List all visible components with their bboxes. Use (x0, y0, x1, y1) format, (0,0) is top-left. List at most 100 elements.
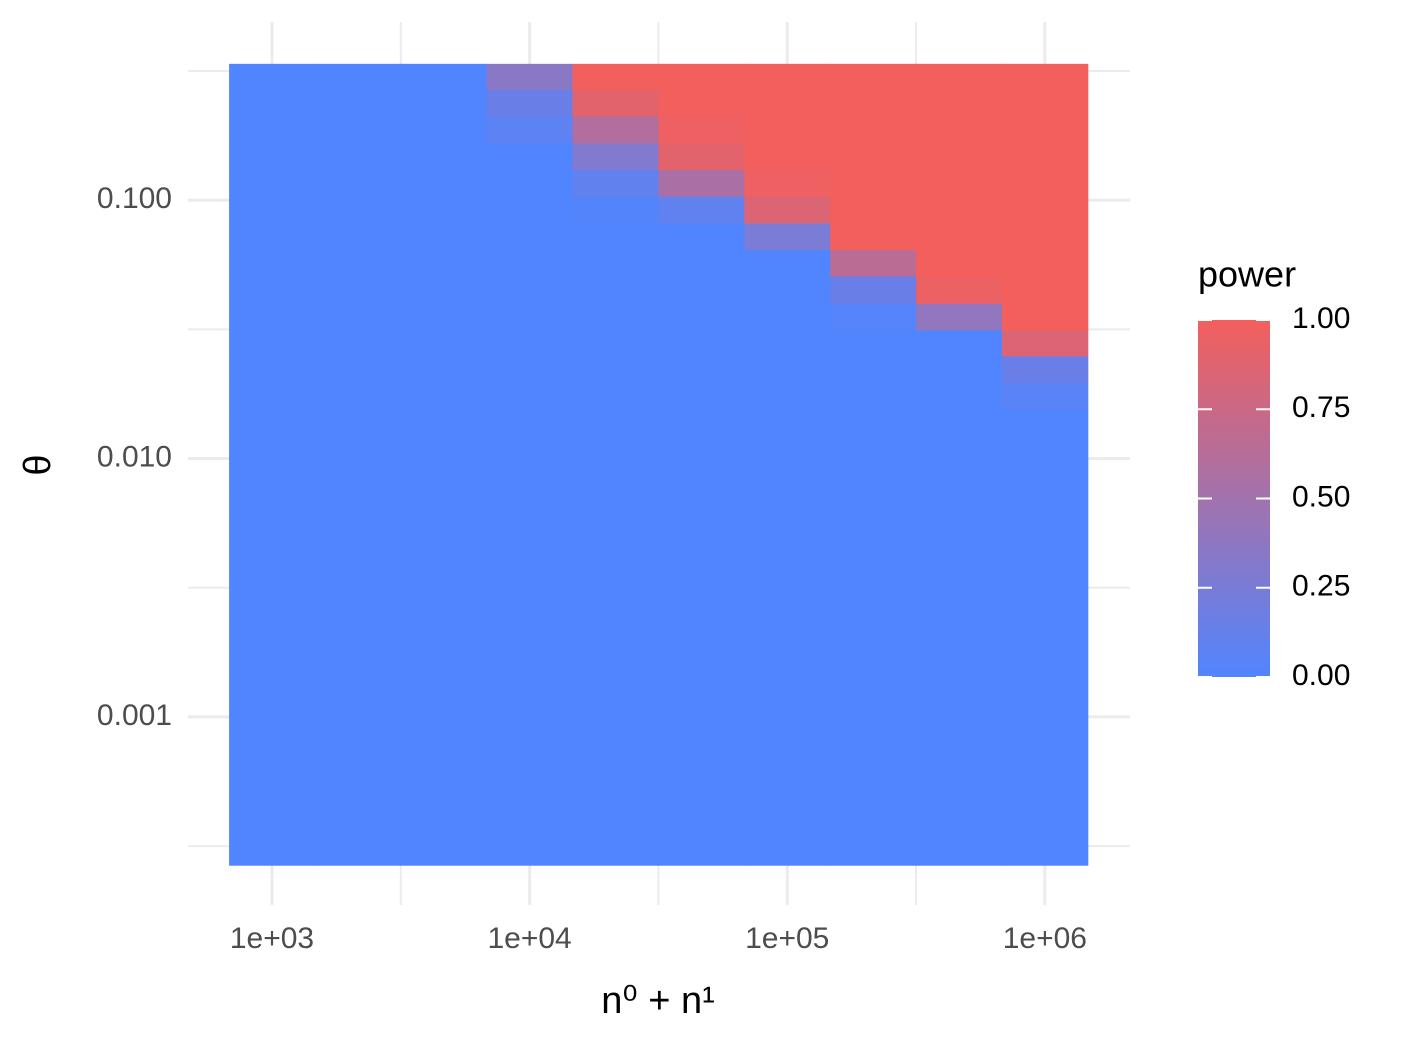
tile (572, 63, 659, 91)
tile (314, 170, 402, 198)
tile (572, 516, 659, 544)
tile (744, 409, 831, 438)
tile (314, 569, 402, 597)
tile (658, 170, 745, 198)
tile (1001, 383, 1089, 411)
tile (314, 63, 402, 91)
tile (1001, 116, 1089, 144)
tile (314, 703, 402, 731)
tile (400, 143, 488, 171)
tile (830, 516, 917, 544)
tile (1001, 650, 1089, 678)
tile (486, 703, 574, 731)
tile (916, 623, 1003, 651)
tile (400, 783, 488, 812)
tile (658, 409, 745, 438)
tile (916, 783, 1003, 812)
tile (1001, 516, 1089, 544)
tile (916, 569, 1003, 597)
tile (744, 63, 831, 91)
tile (486, 463, 574, 491)
tile (314, 490, 402, 518)
tile (572, 116, 659, 144)
tile (229, 89, 316, 117)
tile (486, 623, 574, 651)
tile (1001, 196, 1089, 224)
tile (572, 463, 659, 491)
tile (486, 569, 574, 597)
tile (486, 303, 574, 331)
tile (486, 223, 574, 251)
tile (830, 569, 917, 597)
tile (830, 838, 917, 866)
tile (314, 356, 402, 384)
tile (229, 250, 316, 277)
tile (830, 463, 917, 491)
tile (658, 756, 745, 785)
tile (658, 623, 745, 651)
tile (744, 89, 831, 117)
tile (830, 276, 917, 305)
tile (314, 676, 402, 704)
tile (314, 811, 402, 840)
tile (572, 783, 659, 812)
tile (1001, 463, 1089, 491)
tile (916, 170, 1003, 198)
tile (486, 383, 574, 411)
tile (572, 676, 659, 704)
tile (658, 89, 745, 117)
tile (314, 143, 402, 171)
tile (486, 436, 574, 464)
tile (400, 250, 488, 277)
tile (229, 196, 316, 224)
tile (916, 703, 1003, 731)
tile (916, 383, 1003, 411)
tile (314, 756, 402, 785)
tile (400, 276, 488, 305)
tile (916, 490, 1003, 518)
tile (400, 303, 488, 331)
tile (486, 143, 574, 171)
tile (486, 490, 574, 518)
x-tick-label: 1e+05 (745, 922, 829, 955)
tile (1001, 276, 1089, 305)
tile (314, 223, 402, 251)
tile (486, 676, 574, 704)
tile (229, 542, 316, 570)
tile (658, 730, 745, 758)
tile (830, 330, 917, 357)
tile (486, 356, 574, 384)
tile (486, 330, 574, 357)
tile (744, 250, 831, 277)
legend-title: power (1198, 254, 1296, 295)
tile (916, 676, 1003, 704)
tile (572, 542, 659, 570)
tile (916, 436, 1003, 464)
tile (400, 356, 488, 384)
tile (314, 516, 402, 544)
tile (229, 143, 316, 171)
tile (400, 811, 488, 840)
tile (744, 703, 831, 731)
tile (400, 170, 488, 198)
tile (658, 250, 745, 277)
tile (1001, 436, 1089, 464)
tile (400, 463, 488, 491)
tile (658, 463, 745, 491)
tile (229, 223, 316, 251)
tile (486, 196, 574, 224)
tile (400, 756, 488, 785)
tile (486, 730, 574, 758)
tile (314, 383, 402, 411)
tile (830, 63, 917, 91)
tile (1001, 63, 1089, 91)
tile (658, 569, 745, 597)
tile (830, 811, 917, 840)
x-axis-label: n⁰ + n¹ (601, 980, 714, 1022)
tile (229, 116, 316, 144)
tile (486, 650, 574, 678)
tile (744, 623, 831, 651)
tile (572, 569, 659, 597)
tile (572, 356, 659, 384)
tile (486, 811, 574, 840)
